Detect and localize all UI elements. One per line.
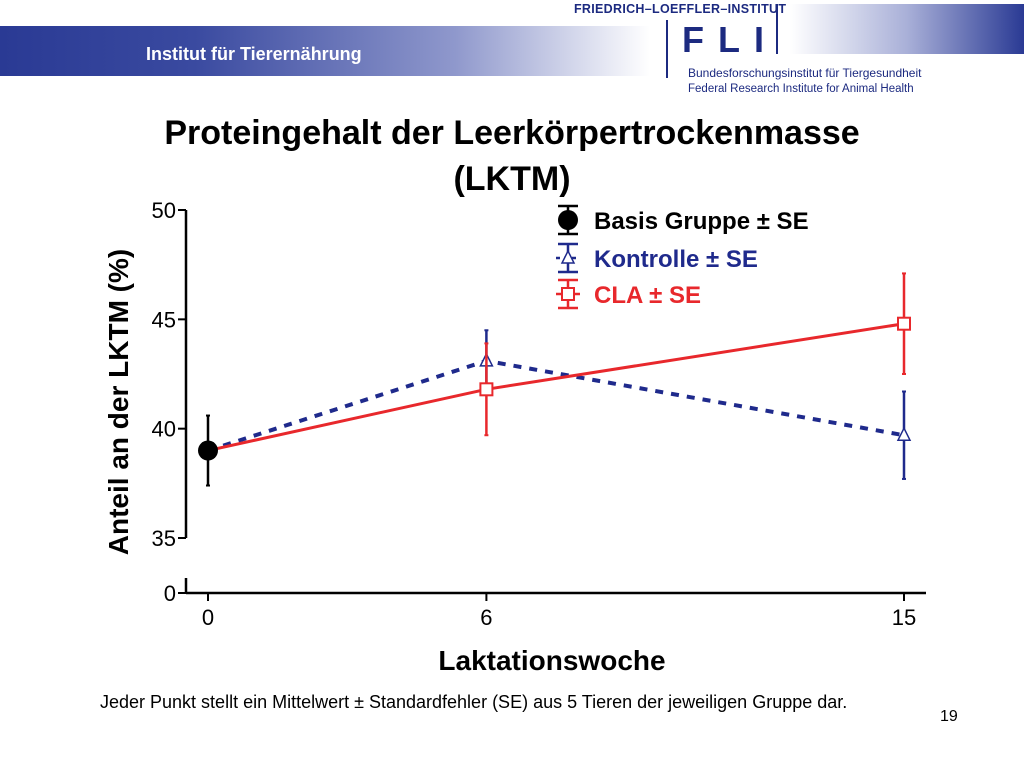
legend-entry-kontrolle: Kontrolle ± SE <box>556 242 758 274</box>
header-banner <box>0 26 650 76</box>
y-tick-label: 45 <box>152 307 176 332</box>
legend-entry-basis-gruppe: Basis Gruppe ± SE <box>558 204 809 236</box>
x-axis-label: Laktationswoche <box>438 645 665 676</box>
fli-logo: FLI <box>682 20 772 60</box>
x-tick-label: 15 <box>892 605 916 630</box>
legend-label: Kontrolle ± SE <box>594 246 758 273</box>
footnote: Jeder Punkt stellt ein Mittelwert ± Stan… <box>100 692 848 712</box>
legend-marker <box>560 249 576 264</box>
legend-label: CLA ± SE <box>594 282 701 309</box>
header-gradient-band <box>790 4 1024 54</box>
y-tick-label: 35 <box>152 526 176 551</box>
legend-entry-cla: CLA ± SE <box>556 278 701 310</box>
y-tick-label: 0 <box>164 581 176 606</box>
x-tick-label: 0 <box>202 605 214 630</box>
y-axis-label: Anteil an der LKTM (%) <box>103 249 134 555</box>
data-point-basis-gruppe <box>198 440 218 461</box>
y-tick-label: 40 <box>152 417 176 442</box>
data-point-kontrolle <box>896 426 912 441</box>
institute-subtitle-de: Bundesforschungsinstitut für Tiergesundh… <box>688 66 922 80</box>
data-point-cla <box>479 382 494 397</box>
page-number: 19 <box>940 708 958 725</box>
slide-title-line1: Proteingehalt der Leerkörpertrockenmasse <box>164 114 860 152</box>
chart-series <box>198 272 912 487</box>
series-line-cla <box>207 322 905 452</box>
logo-divider <box>666 20 668 78</box>
x-tick-label: 6 <box>480 605 492 630</box>
legend-marker <box>561 287 575 301</box>
chart-axes: 35 40 45 50 0 0 6 15 <box>152 198 926 630</box>
institute-name: FRIEDRICH–LOEFFLER–INSTITUT <box>574 2 787 16</box>
institute-subtitle-en: Federal Research Institute for Animal He… <box>688 83 914 95</box>
chart-legend: Basis Gruppe ± SE Kontrolle ± SE CLA ± SE <box>556 204 809 310</box>
series-line-kontrolle <box>207 358 905 453</box>
logo-divider-top <box>776 4 778 54</box>
fli-logo-text: FLI <box>682 20 772 60</box>
institute-department-label: Institut für Tierernährung <box>146 44 362 64</box>
slide-title-line2: (LKTM) <box>453 160 571 198</box>
legend-label: Basis Gruppe ± SE <box>594 208 809 235</box>
slide-title: Proteingehalt der Leerkörpertrockenmasse… <box>0 110 1024 202</box>
y-tick-label: 50 <box>152 198 176 223</box>
data-point-cla <box>897 316 911 331</box>
legend-marker <box>558 210 578 230</box>
